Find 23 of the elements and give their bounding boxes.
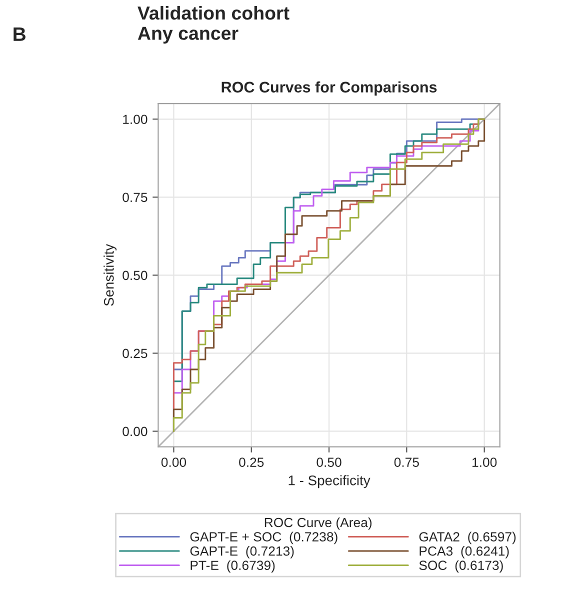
x-tick-label: 0.00 bbox=[161, 458, 186, 467]
text: B bbox=[14, 27, 26, 41]
legend-title: ROC Curve (Area) bbox=[264, 517, 372, 530]
legend-label: GAPT-E (0.7213) bbox=[190, 546, 294, 558]
x-axis-title: 1 - Specificity bbox=[288, 475, 370, 488]
y-tick-label: 0.50 bbox=[122, 270, 148, 280]
x-tick-label: 0.75 bbox=[394, 458, 419, 467]
x-tick-label: 0.25 bbox=[239, 458, 264, 467]
line-series bbox=[172, 118, 486, 432]
x-tick-label: 1.00 bbox=[472, 458, 497, 467]
legend-label: PCA3 (0.6241) bbox=[420, 546, 509, 558]
legend-label: SOC (0.6173) bbox=[419, 560, 503, 573]
chart-subtitle: Validation cohort Any cancer bbox=[138, 6, 290, 44]
y-tick-label: 1.00 bbox=[123, 114, 148, 124]
legend-label: PT-E (0.6739) bbox=[190, 560, 275, 573]
y-tick-label: 0.00 bbox=[122, 426, 148, 436]
y-tick-label: 0.75 bbox=[122, 192, 148, 202]
legend-label: GATA2 (0.6597) bbox=[419, 532, 516, 544]
y-tick-label: 0.25 bbox=[122, 348, 148, 358]
x-tick-label: 0.50 bbox=[316, 458, 342, 467]
chart-title: ROC Curves for Comparisons bbox=[222, 81, 437, 96]
y-axis-title: Sensitivity bbox=[104, 244, 117, 306]
legend-label: GAPT-E + SOC (0.7238) bbox=[190, 532, 338, 544]
